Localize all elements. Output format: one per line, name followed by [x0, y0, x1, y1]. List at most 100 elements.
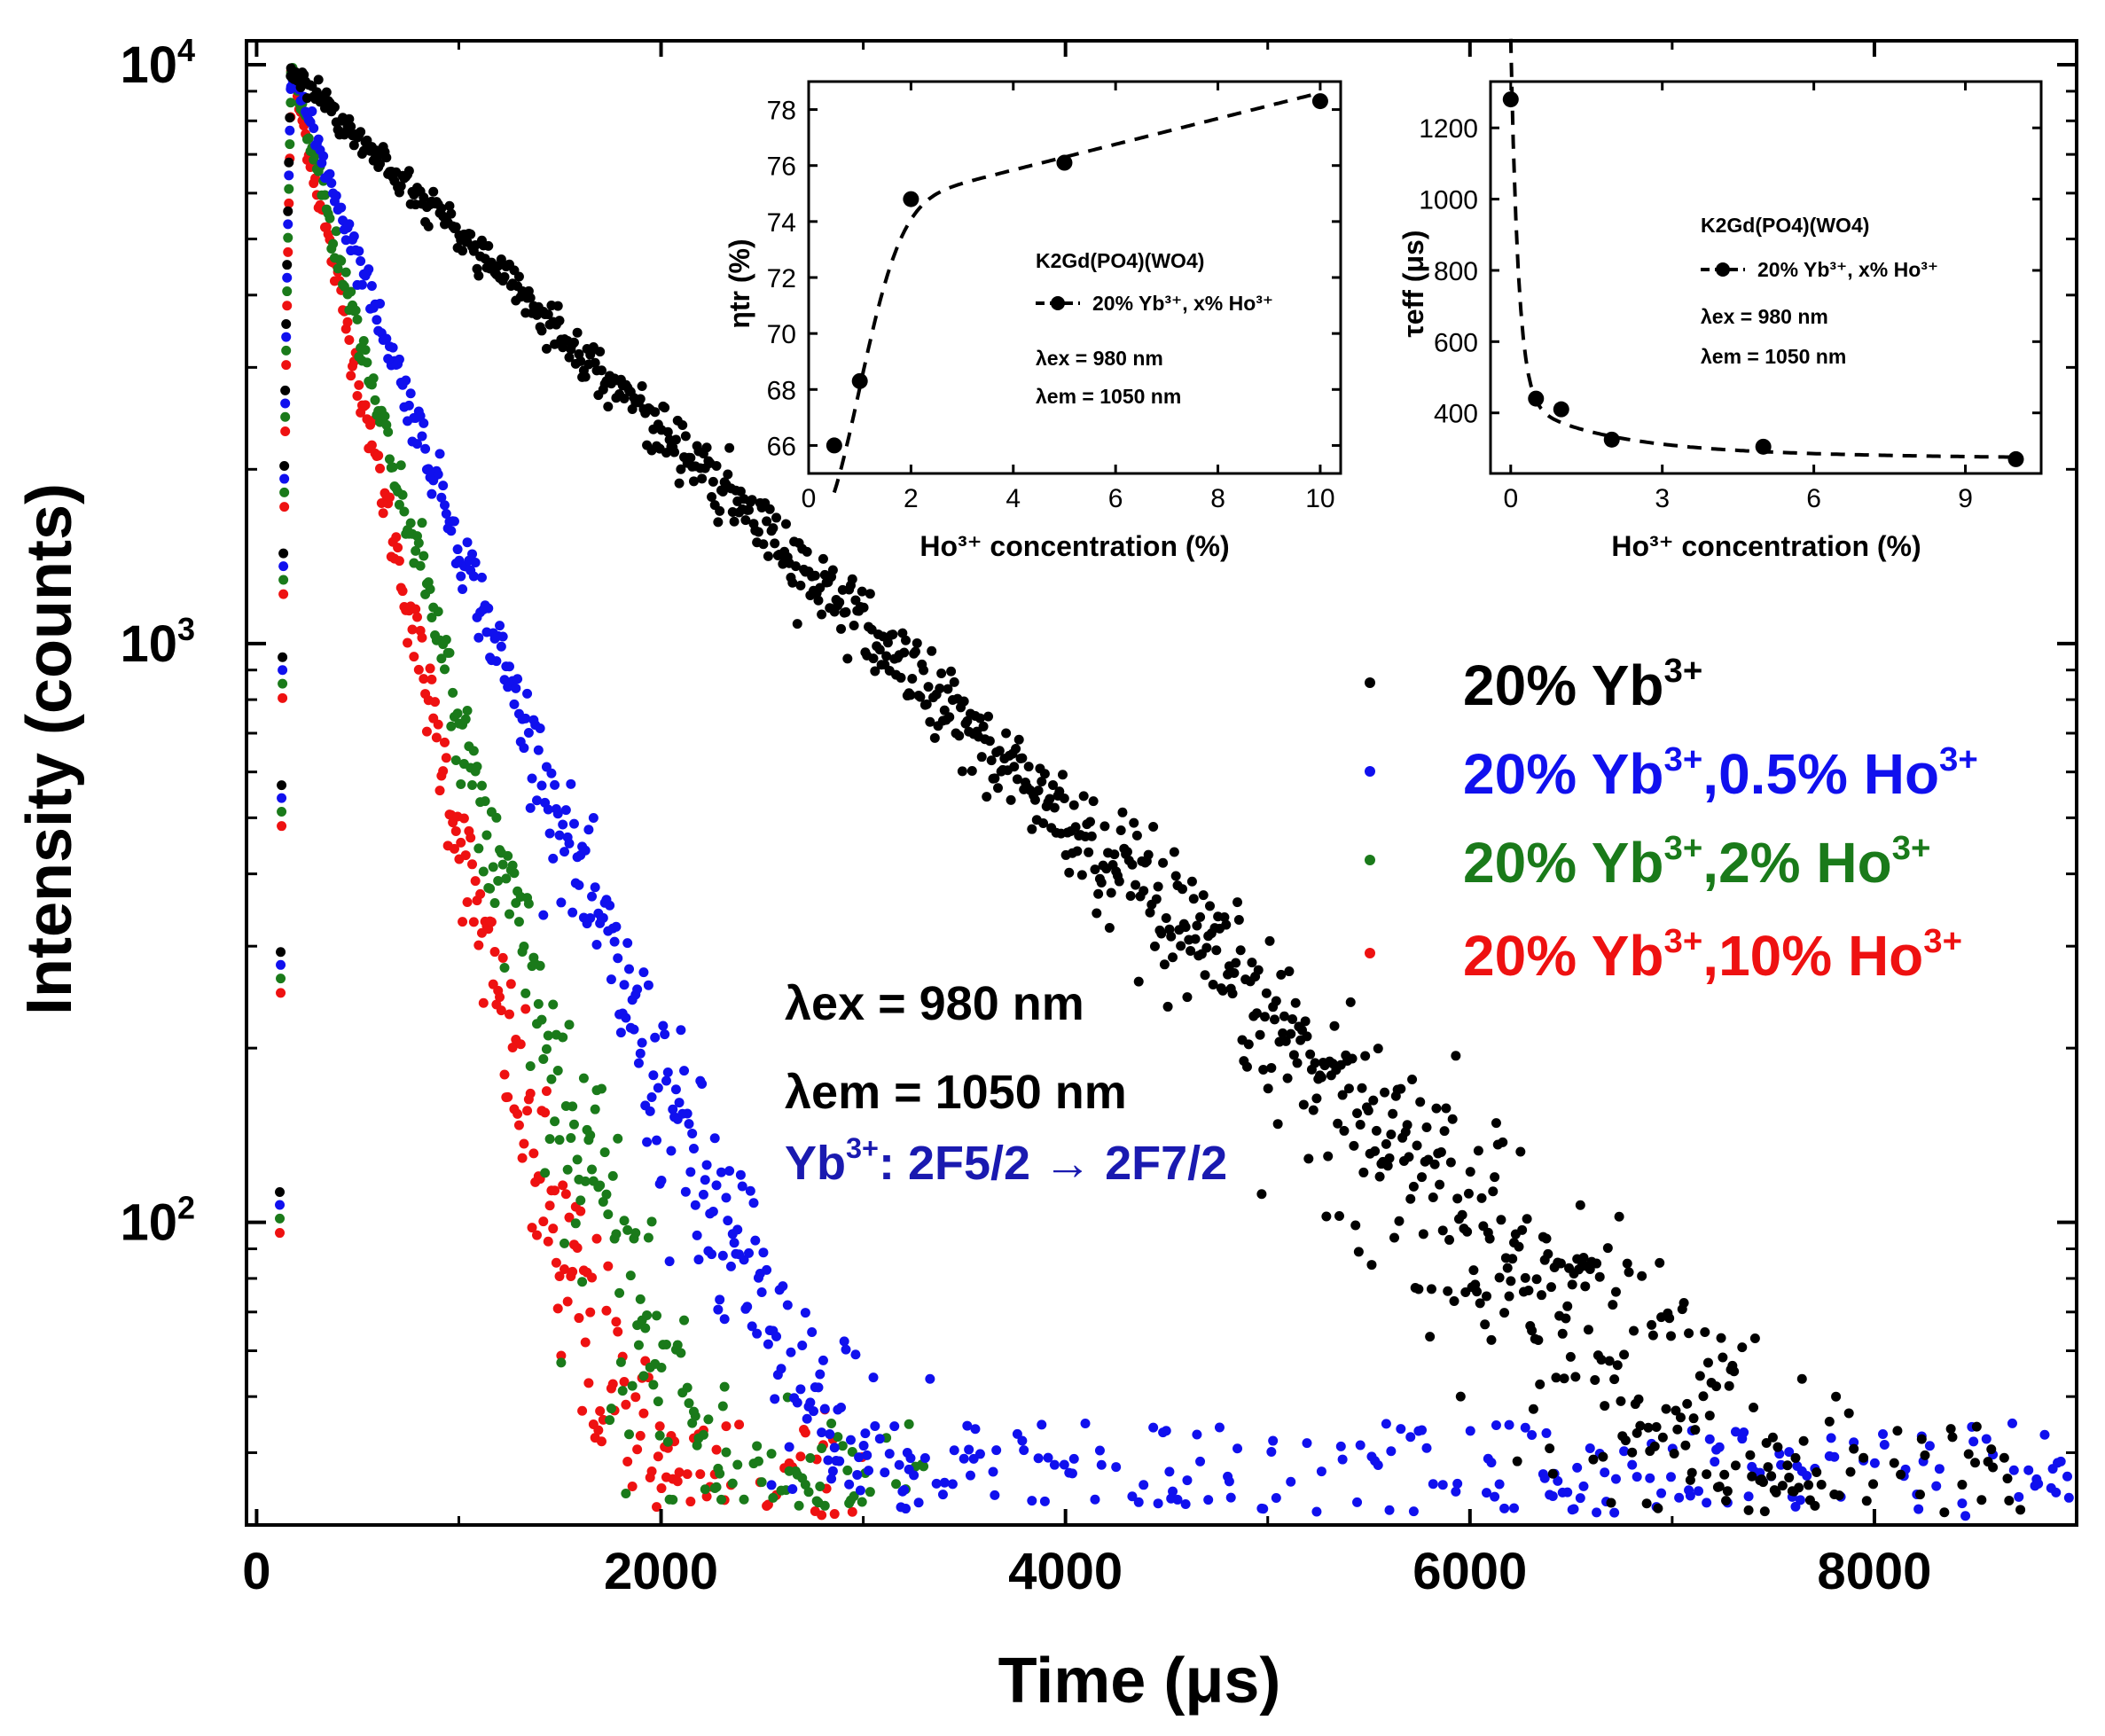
data-point: [1143, 849, 1154, 860]
data-point: [1078, 791, 1089, 802]
data-point: [1349, 1140, 1359, 1151]
data-point: [541, 1044, 552, 1054]
data-point: [1879, 1440, 1890, 1451]
data-point: [815, 1369, 826, 1380]
data-point: [1251, 1008, 1262, 1019]
data-point: [661, 1339, 671, 1349]
data-point: [1345, 997, 1356, 1007]
data-point: [854, 1452, 865, 1463]
data-point: [458, 917, 468, 927]
data-point: [522, 688, 533, 699]
data-point: [635, 394, 646, 404]
data-point: [1749, 1333, 1760, 1343]
data-point: [444, 647, 455, 658]
data-point: [700, 1175, 710, 1185]
data-point: [1148, 821, 1159, 832]
inset1-data-point: [1311, 93, 1328, 110]
data-point: [1968, 1436, 1979, 1447]
data-point: [1669, 1449, 1679, 1459]
data-point: [766, 1480, 777, 1490]
data-point: [1287, 1014, 1298, 1025]
data-point: [558, 1032, 568, 1043]
data-point: [1578, 1481, 1589, 1491]
data-point: [2007, 1418, 2017, 1428]
data-point: [527, 773, 537, 784]
data-point: [882, 637, 893, 648]
data-point: [1502, 1263, 1513, 1273]
data-point: [1115, 825, 1126, 836]
inset1-data-points: [826, 93, 1328, 454]
data-point: [1484, 1233, 1495, 1244]
data-point: [276, 988, 286, 998]
data-point: [436, 653, 447, 664]
data-point: [1777, 1481, 1788, 1491]
data-point: [717, 1401, 728, 1411]
data-point: [1170, 871, 1181, 881]
data-point: [1068, 800, 1079, 810]
data-point: [1133, 1497, 1144, 1507]
data-point: [670, 434, 681, 445]
data-point: [1139, 1480, 1149, 1490]
data-point: [717, 1250, 728, 1261]
data-point: [991, 1445, 1002, 1456]
data-point: [622, 1457, 633, 1467]
inset2-compound: K2Gd(PO4)(WO4): [1701, 214, 1869, 237]
data-point: [280, 411, 291, 422]
data-point: [394, 354, 404, 364]
data-point: [1417, 1172, 1428, 1183]
data-point: [1672, 1424, 1683, 1435]
data-point: [342, 317, 353, 327]
data-point: [857, 586, 867, 597]
data-point: [456, 778, 466, 789]
data-point: [1451, 1486, 1461, 1497]
data-point: [275, 1186, 286, 1197]
data-point: [1255, 1029, 1265, 1040]
data-point: [1445, 1157, 1456, 1168]
inset2-data-point: [1755, 438, 1772, 455]
data-point: [1168, 1486, 1178, 1497]
data-point: [1551, 1372, 1561, 1383]
data-point: [674, 478, 685, 489]
inset1-y-tick-label: 72: [767, 264, 796, 293]
data-point: [1849, 1443, 1859, 1454]
data-point: [946, 666, 957, 676]
data-point: [849, 1490, 859, 1501]
data-point: [959, 696, 969, 707]
data-point: [2062, 1471, 2073, 1482]
data-point: [352, 314, 363, 325]
data-point: [1114, 876, 1124, 887]
data-point: [982, 792, 992, 802]
data-point: [1093, 888, 1104, 899]
data-point: [1527, 1430, 1538, 1441]
data-point: [1761, 1438, 1772, 1449]
data-point: [1535, 1379, 1545, 1389]
data-point: [862, 1450, 873, 1460]
data-point: [919, 665, 929, 676]
main-legend: 20% Yb3+ 20% Yb3+,0.5% Ho3+ 20% Yb3+,2% …: [1365, 652, 1978, 988]
data-point: [483, 603, 494, 614]
data-point: [383, 426, 394, 437]
data-point: [497, 859, 508, 870]
data-point: [935, 684, 945, 694]
data-point: [925, 716, 935, 727]
data-point: [868, 653, 879, 664]
data-point: [1201, 942, 1212, 953]
data-point: [1632, 1472, 1642, 1482]
legend-entry-series-4: 20% Yb3+,10% Ho3+: [1463, 922, 1962, 988]
data-point: [399, 506, 410, 517]
data-point: [1072, 846, 1083, 856]
data-point: [1302, 1438, 1312, 1449]
data-point: [1957, 1480, 1968, 1490]
data-point: [394, 499, 404, 510]
data-point: [653, 1083, 663, 1093]
data-point: [375, 298, 386, 309]
inset1-compound: K2Gd(PO4)(WO4): [1036, 249, 1204, 272]
data-point: [535, 960, 545, 971]
data-point: [491, 656, 502, 667]
data-point: [1068, 1453, 1079, 1464]
data-point: [1528, 1404, 1538, 1414]
data-point: [1162, 1001, 1173, 1012]
data-point: [1094, 1445, 1105, 1456]
data-point: [1033, 786, 1044, 796]
data-point: [1657, 1432, 1668, 1443]
